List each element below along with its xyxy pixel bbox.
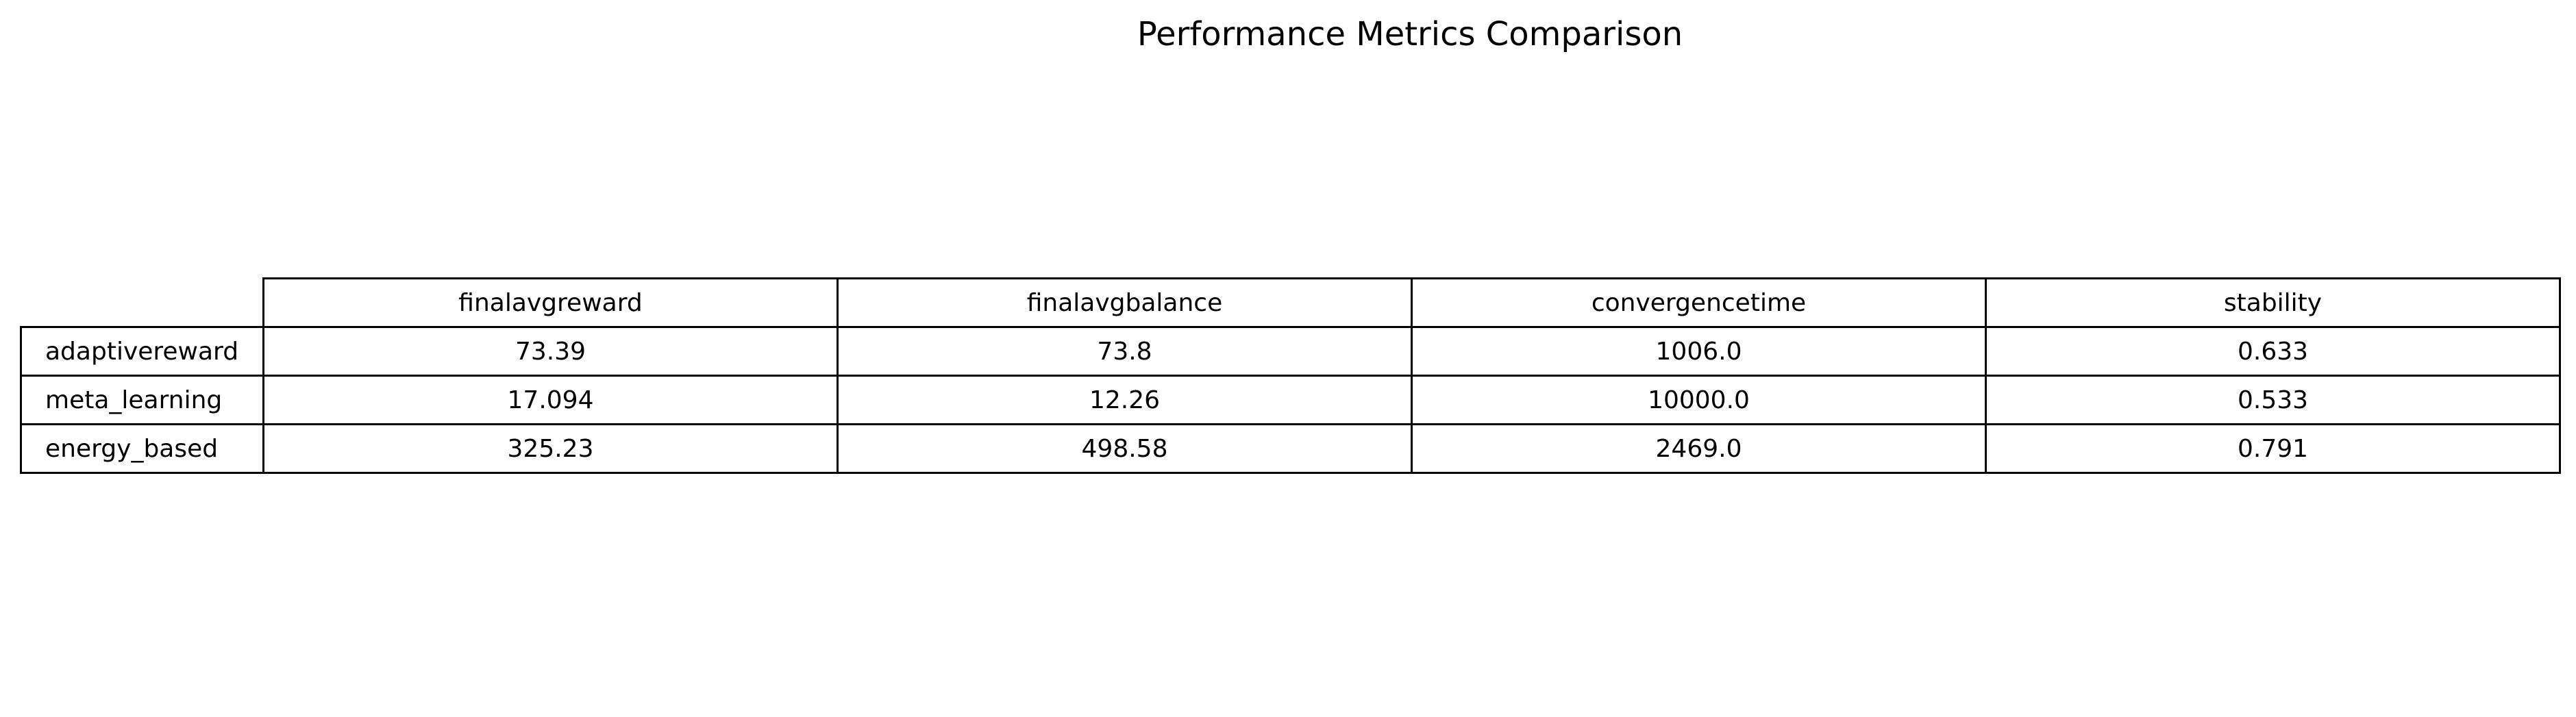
table-cell: 17.094 bbox=[262, 375, 839, 425]
table-row: energy_based 325.23 498.58 2469.0 0.791 bbox=[20, 423, 2561, 474]
header-row: finalavgreward finalavgbalance convergen… bbox=[21, 277, 2561, 328]
row-label: meta_learning bbox=[20, 375, 264, 425]
metrics-table: finalavgreward finalavgbalance convergen… bbox=[20, 277, 2561, 474]
chart-title: Performance Metrics Comparison bbox=[1137, 15, 1683, 53]
table-cell: 73.8 bbox=[837, 326, 1413, 377]
row-label: adaptivereward bbox=[20, 326, 264, 377]
table-cell: 498.58 bbox=[837, 423, 1413, 474]
row-label: energy_based bbox=[20, 423, 264, 474]
table-cell: 325.23 bbox=[262, 423, 839, 474]
corner-cell bbox=[21, 279, 264, 327]
table-cell: 0.791 bbox=[1985, 423, 2561, 474]
column-header: convergencetime bbox=[1411, 277, 1987, 328]
table-cell: 12.26 bbox=[837, 375, 1413, 425]
table-cell: 0.633 bbox=[1985, 326, 2561, 377]
table-cell: 1006.0 bbox=[1411, 326, 1987, 377]
column-header: stability bbox=[1985, 277, 2561, 328]
table-cell: 2469.0 bbox=[1411, 423, 1987, 474]
table-cell: 73.39 bbox=[262, 326, 839, 377]
column-header: finalavgreward bbox=[262, 277, 839, 328]
table-cell: 10000.0 bbox=[1411, 375, 1987, 425]
table-row: meta_learning 17.094 12.26 10000.0 0.533 bbox=[20, 375, 2561, 425]
table-cell: 0.533 bbox=[1985, 375, 2561, 425]
column-header: finalavgbalance bbox=[837, 277, 1413, 328]
table-row: adaptivereward 73.39 73.8 1006.0 0.633 bbox=[20, 326, 2561, 377]
